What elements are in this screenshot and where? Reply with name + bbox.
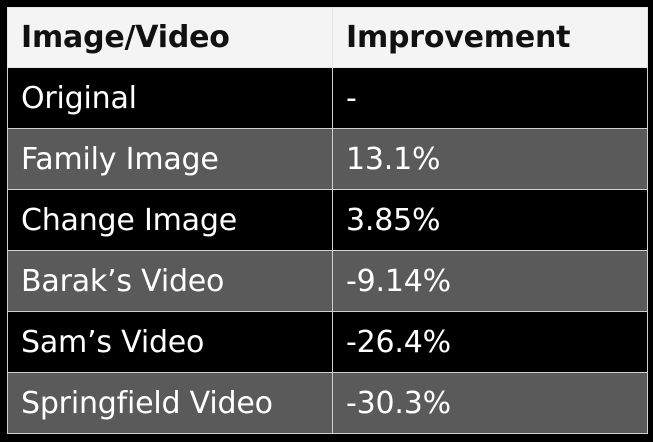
cell-name: Original [7,67,333,129]
table-header-row: Image/Video Improvement [7,7,648,68]
table-row: Sam’s Video -26.4% [7,311,648,373]
cell-name: Sam’s Video [7,311,333,373]
cell-name: Barak’s Video [7,250,333,312]
cell-name: Change Image [7,189,333,251]
table-row: Family Image 13.1% [7,128,648,190]
table-row: Change Image 3.85% [7,189,648,251]
cell-improvement: 3.85% [332,189,648,251]
cell-name: Springfield Video [7,372,333,434]
table-row: Springfield Video -30.3% [7,372,648,434]
cell-improvement: -26.4% [332,311,648,373]
cell-improvement: 13.1% [332,128,648,190]
cell-name: Family Image [7,128,333,190]
table-row: Barak’s Video -9.14% [7,250,648,312]
header-improvement: Improvement [332,7,648,68]
cell-improvement: - [332,67,648,129]
cell-improvement: -30.3% [332,372,648,434]
table-row: Original - [7,67,648,129]
cell-improvement: -9.14% [332,250,648,312]
header-image-video: Image/Video [7,7,333,68]
results-table: Image/Video Improvement Original - Famil… [7,7,648,434]
